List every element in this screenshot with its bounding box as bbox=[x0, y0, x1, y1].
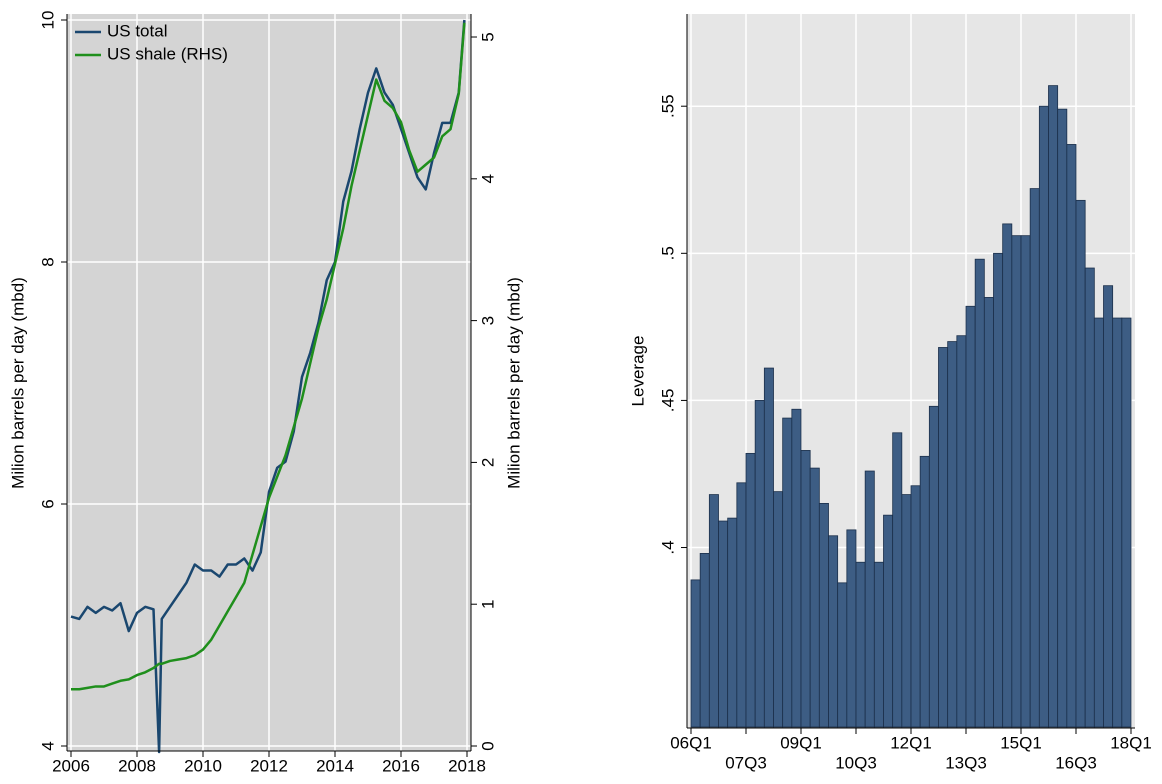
y-tick-label: .55 bbox=[658, 94, 677, 118]
series-line bbox=[71, 22, 466, 691]
bar bbox=[974, 258, 985, 728]
bar bbox=[1121, 317, 1132, 728]
y2-axis-title: Milion barrels per day (mbd) bbox=[504, 277, 523, 489]
y-tick-label: 4 bbox=[38, 741, 57, 750]
bar bbox=[791, 408, 802, 728]
bar bbox=[938, 347, 949, 728]
y2-tick-label: 3 bbox=[478, 316, 497, 325]
x-tick-label: 2012 bbox=[250, 756, 288, 775]
bar bbox=[708, 494, 719, 728]
bar bbox=[892, 432, 903, 728]
bar bbox=[800, 450, 811, 728]
bar bbox=[901, 494, 912, 728]
y2-tick-label: 0 bbox=[478, 741, 497, 750]
x-tick-label: 13Q3 bbox=[945, 753, 987, 772]
bar bbox=[1029, 188, 1040, 728]
legend-label: US total bbox=[107, 21, 167, 40]
x-tick-label: 2008 bbox=[118, 756, 156, 775]
y-tick-label: 10 bbox=[38, 11, 57, 30]
x-tick-label: 2014 bbox=[316, 756, 354, 775]
y2-tick-label: 5 bbox=[478, 32, 497, 41]
x-tick-label: 06Q1 bbox=[670, 733, 712, 752]
bar bbox=[993, 252, 1004, 728]
y-tick-label: .45 bbox=[658, 389, 677, 413]
bar bbox=[718, 520, 729, 728]
bar bbox=[1075, 199, 1086, 728]
bar bbox=[1048, 85, 1059, 728]
bar bbox=[763, 367, 774, 728]
x-tick-label: 12Q1 bbox=[890, 733, 932, 752]
y2-tick-label: 4 bbox=[478, 174, 497, 183]
bar bbox=[727, 517, 738, 728]
x-tick-label: 15Q1 bbox=[1000, 733, 1042, 752]
x-tick-label: 18Q1 bbox=[1110, 733, 1152, 752]
bar bbox=[1057, 108, 1068, 728]
bar bbox=[773, 491, 784, 728]
bar bbox=[745, 452, 756, 728]
bar bbox=[965, 305, 976, 728]
bar bbox=[928, 405, 939, 728]
bar bbox=[690, 579, 701, 728]
bar bbox=[910, 485, 921, 728]
x-tick-label: 2016 bbox=[382, 756, 420, 775]
y-axis-title: Milion barrels per day (mbd) bbox=[8, 277, 27, 489]
bar bbox=[864, 470, 875, 728]
y-tick-label: 8 bbox=[38, 257, 57, 266]
x-tick-label: 10Q3 bbox=[835, 753, 877, 772]
series-line bbox=[70, 19, 466, 754]
y2-tick-label: 1 bbox=[478, 599, 497, 608]
x-tick-label: 09Q1 bbox=[780, 733, 822, 752]
bar bbox=[1011, 235, 1022, 728]
bar bbox=[846, 529, 857, 728]
x-tick-label: 2006 bbox=[52, 756, 90, 775]
x-tick-label: 16Q3 bbox=[1055, 753, 1097, 772]
bar bbox=[1020, 235, 1031, 728]
bar bbox=[873, 561, 884, 728]
x-tick-label: 2018 bbox=[448, 756, 486, 775]
bar bbox=[1002, 223, 1013, 728]
bar bbox=[1093, 317, 1104, 728]
bar bbox=[919, 455, 930, 728]
y-axis-title: Leverage bbox=[628, 336, 647, 407]
bar bbox=[1038, 105, 1049, 728]
bar bbox=[818, 502, 829, 728]
bar bbox=[699, 553, 710, 728]
bar bbox=[809, 467, 820, 728]
bar bbox=[837, 582, 848, 728]
y-tick-label: .4 bbox=[658, 540, 677, 554]
x-tick-label: 2010 bbox=[184, 756, 222, 775]
y-tick-label: .5 bbox=[658, 246, 677, 260]
bar bbox=[754, 400, 765, 728]
bar bbox=[956, 335, 967, 728]
bar bbox=[1084, 267, 1095, 728]
bar bbox=[983, 297, 994, 728]
legend-label: US shale (RHS) bbox=[107, 44, 228, 63]
bar bbox=[947, 341, 958, 728]
y-tick-label: 6 bbox=[38, 499, 57, 508]
bar bbox=[855, 561, 866, 728]
bar bbox=[828, 535, 839, 728]
bar bbox=[883, 514, 894, 728]
bar bbox=[736, 482, 747, 728]
y2-tick-label: 2 bbox=[478, 458, 497, 467]
bar bbox=[1103, 285, 1114, 728]
x-tick-label: 07Q3 bbox=[725, 753, 767, 772]
bar bbox=[1112, 317, 1123, 728]
bar bbox=[1066, 144, 1077, 728]
bar bbox=[782, 417, 793, 728]
